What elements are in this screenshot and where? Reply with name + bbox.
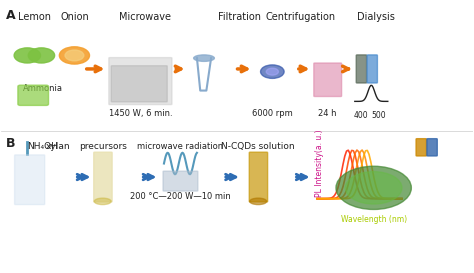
Text: Ammonia: Ammonia: [23, 84, 63, 93]
FancyBboxPatch shape: [163, 171, 198, 191]
FancyBboxPatch shape: [109, 58, 172, 105]
FancyBboxPatch shape: [18, 85, 48, 105]
Text: 500: 500: [371, 111, 386, 120]
FancyBboxPatch shape: [314, 63, 342, 97]
Circle shape: [261, 65, 284, 78]
Circle shape: [336, 166, 411, 209]
Ellipse shape: [194, 55, 214, 61]
Text: A: A: [6, 10, 16, 22]
Circle shape: [14, 48, 40, 63]
Text: Onion: Onion: [60, 12, 89, 22]
Text: microwave radiation: microwave radiation: [137, 142, 224, 151]
Circle shape: [28, 48, 55, 63]
FancyBboxPatch shape: [416, 139, 427, 156]
Circle shape: [266, 68, 278, 75]
Text: Filtration: Filtration: [218, 12, 261, 22]
Circle shape: [59, 47, 90, 64]
Text: 1450 W, 6 min.: 1450 W, 6 min.: [109, 109, 172, 118]
FancyBboxPatch shape: [356, 55, 366, 83]
Text: 6000 rpm: 6000 rpm: [252, 109, 293, 118]
Text: B: B: [6, 136, 16, 150]
Circle shape: [346, 172, 402, 204]
Ellipse shape: [94, 198, 111, 204]
FancyBboxPatch shape: [111, 66, 167, 102]
FancyBboxPatch shape: [367, 55, 377, 83]
Text: PL Intensity(a. u.): PL Intensity(a. u.): [315, 130, 324, 197]
Text: 200 °C—200 W—10 min: 200 °C—200 W—10 min: [130, 192, 231, 201]
Text: precursors: precursors: [79, 142, 127, 151]
Text: NH₄OH: NH₄OH: [27, 142, 58, 151]
FancyBboxPatch shape: [94, 152, 112, 202]
Text: xylan: xylan: [46, 142, 71, 151]
Text: Microwave: Microwave: [119, 12, 171, 22]
FancyBboxPatch shape: [249, 152, 268, 202]
FancyBboxPatch shape: [15, 155, 45, 204]
Text: 24 h: 24 h: [318, 109, 337, 118]
Text: Centrifugation: Centrifugation: [265, 12, 336, 22]
Ellipse shape: [250, 198, 267, 204]
Text: Dialysis: Dialysis: [357, 12, 395, 22]
Text: Lemon: Lemon: [18, 12, 51, 22]
Text: N-CQDs solution: N-CQDs solution: [221, 142, 295, 151]
Text: 400: 400: [353, 111, 368, 120]
Circle shape: [65, 50, 84, 61]
FancyBboxPatch shape: [427, 139, 438, 156]
Text: Wavelength (nm): Wavelength (nm): [341, 215, 407, 224]
